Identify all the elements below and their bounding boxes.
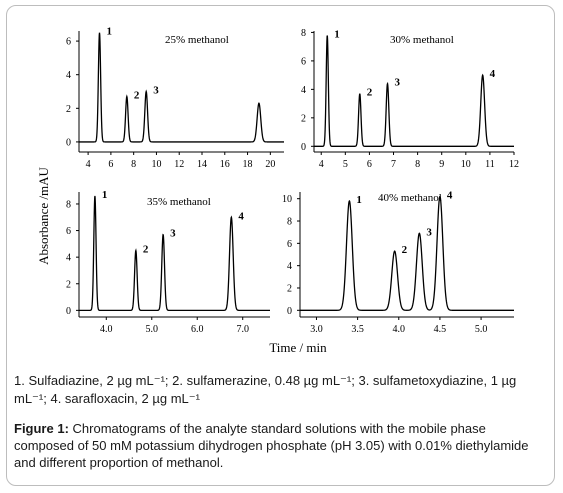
y-tick-label: 2	[66, 279, 71, 290]
peak-label-2: 2	[134, 90, 140, 102]
panel-2-trace	[314, 35, 514, 147]
peak-label-1: 1	[102, 189, 108, 201]
x-tick-label: 4	[319, 159, 324, 170]
x-axis-label: Time / min	[269, 340, 327, 355]
peak-label-3: 3	[170, 228, 176, 240]
x-tick-label: 14	[197, 159, 207, 170]
peak-label-3: 3	[153, 85, 159, 97]
panel-4-title: 40% methanol	[378, 192, 442, 204]
peak-label-2: 2	[143, 244, 149, 256]
y-tick-label: 4	[301, 85, 306, 96]
y-tick-label: 0	[66, 137, 71, 148]
panel-1-trace	[79, 32, 284, 143]
peak-label-3: 3	[394, 77, 400, 89]
x-tick-label: 5	[343, 159, 348, 170]
y-axis-label: Absorbance /mAU	[36, 167, 51, 265]
peak-label-1: 1	[334, 28, 340, 40]
y-tick-label: 4	[66, 70, 71, 81]
x-tick-label: 20	[265, 159, 275, 170]
x-tick-label: 6	[108, 159, 113, 170]
y-tick-label: 6	[66, 226, 71, 237]
panel-4-trace	[300, 195, 514, 311]
y-tick-label: 2	[301, 113, 306, 124]
x-tick-label: 4	[86, 159, 91, 170]
y-tick-label: 6	[287, 239, 292, 250]
peak-label-1: 1	[107, 26, 113, 38]
y-tick-label: 8	[287, 217, 292, 228]
x-tick-label: 4.0	[100, 324, 113, 335]
figure-caption: Figure 1: Chromatograms of the analyte s…	[14, 420, 544, 471]
x-tick-label: 7.0	[236, 324, 249, 335]
x-tick-label: 6	[367, 159, 372, 170]
panel-3-trace	[79, 195, 270, 311]
x-tick-label: 4.5	[434, 324, 447, 335]
panel-2-title: 30% methanol	[390, 34, 454, 46]
y-tick-label: 6	[66, 37, 71, 48]
peak-label-1: 1	[356, 194, 362, 206]
peak-label-2: 2	[367, 87, 373, 99]
x-tick-label: 9	[439, 159, 444, 170]
x-tick-label: 18	[243, 159, 253, 170]
x-tick-label: 16	[220, 159, 230, 170]
x-tick-label: 6.0	[191, 324, 204, 335]
y-tick-label: 6	[301, 56, 306, 67]
x-tick-label: 5.0	[146, 324, 159, 335]
figure-frame	[6, 5, 555, 486]
x-tick-label: 3.5	[351, 324, 364, 335]
caption-text: Chromatograms of the analyte standard so…	[14, 421, 529, 470]
y-tick-label: 10	[282, 194, 292, 205]
x-tick-label: 4.0	[393, 324, 406, 335]
x-tick-label: 12	[174, 159, 184, 170]
caption-label: Figure 1:	[14, 421, 69, 436]
peak-label-4: 4	[447, 189, 453, 201]
x-tick-label: 12	[509, 159, 519, 170]
y-tick-label: 0	[287, 306, 292, 317]
panel-1-title: 25% methanol	[165, 34, 229, 46]
y-tick-label: 4	[66, 253, 71, 264]
x-tick-label: 8	[415, 159, 420, 170]
peak-label-4: 4	[490, 68, 496, 80]
y-tick-label: 4	[287, 261, 292, 272]
peak-label-3: 3	[426, 226, 432, 238]
y-tick-label: 0	[301, 142, 306, 153]
x-tick-label: 8	[131, 159, 136, 170]
y-tick-label: 8	[301, 28, 306, 39]
x-tick-label: 11	[485, 159, 495, 170]
x-tick-label: 10	[151, 159, 161, 170]
panel-3-title: 35% methanol	[147, 196, 211, 208]
x-tick-label: 5.0	[475, 324, 488, 335]
compound-notes: 1. Sulfadiazine, 2 µg mL⁻¹; 2. sulfamera…	[14, 373, 517, 406]
x-tick-label: 10	[461, 159, 471, 170]
y-tick-label: 8	[66, 199, 71, 210]
peak-label-4: 4	[238, 210, 244, 222]
y-tick-label: 2	[66, 104, 71, 115]
x-tick-label: 3.0	[310, 324, 323, 335]
y-tick-label: 0	[66, 306, 71, 317]
y-tick-label: 2	[287, 283, 292, 294]
x-tick-label: 7	[391, 159, 396, 170]
peak-label-2: 2	[402, 244, 408, 256]
